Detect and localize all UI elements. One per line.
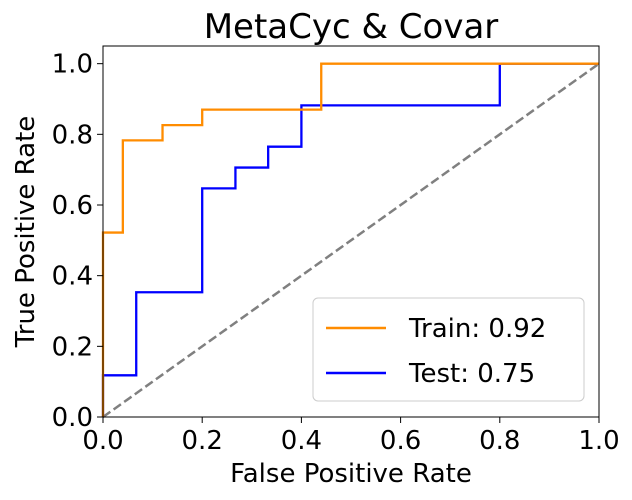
x-tick-label: 0.0: [82, 426, 123, 456]
test-roc-line: [101, 62, 599, 417]
x-axis-label: False Positive Rate: [230, 459, 472, 489]
train-roc-line: [101, 62, 599, 417]
y-tick-label: 0.6: [52, 191, 93, 221]
y-tick-label: 0.8: [52, 120, 93, 150]
x-tick-label: 0.6: [380, 426, 421, 456]
legend-box: [312, 297, 585, 402]
y-tick-label: 0.2: [52, 332, 93, 362]
plot-frame: [102, 45, 600, 418]
y-axis-ticks: 0.0 0.2 0.4 0.6 0.8 1.0: [52, 50, 103, 433]
legend-entry-train-label: Train: 0.92: [408, 314, 546, 344]
x-tick-label: 0.2: [182, 426, 223, 456]
plot-lines: [101, 62, 600, 419]
legend-entry-test-label: Test: 0.75: [408, 359, 535, 389]
y-tick-label: 1.0: [52, 50, 93, 80]
x-tick-label: 1.0: [578, 426, 619, 456]
y-axis-label: True Positive Rate: [11, 116, 41, 349]
y-tick-label: 0.4: [52, 262, 93, 292]
legend: Train: 0.92 Test: 0.75: [312, 297, 585, 402]
x-axis-ticks: 0.0 0.2 0.4 0.6 0.8 1.0: [82, 417, 620, 456]
x-tick-label: 0.4: [281, 426, 322, 456]
chance-diagonal-line: [102, 62, 600, 419]
chart-title: MetaCyc & Covar: [204, 7, 499, 47]
y-tick-label: 0.0: [52, 403, 93, 433]
x-tick-label: 0.8: [479, 426, 520, 456]
